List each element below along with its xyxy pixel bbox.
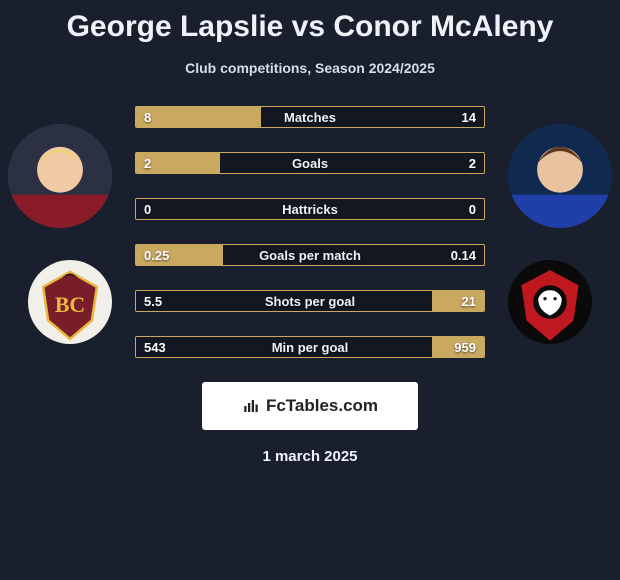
crest1-svg: BC: [28, 260, 112, 344]
stat-label: Shots per goal: [136, 291, 484, 311]
page-title: George Lapslie vs Conor McAleny: [0, 0, 620, 44]
subtitle: Club competitions, Season 2024/2025: [0, 60, 620, 76]
branding-badge: FcTables.com: [202, 382, 418, 430]
stat-bar: 0Hattricks0: [135, 198, 485, 220]
stat-value-right: 0: [469, 199, 476, 219]
branding-icon: [242, 397, 260, 415]
stat-value-right: 14: [462, 107, 476, 127]
player2-avatar-svg: [508, 124, 612, 228]
stat-value-right: 959: [454, 337, 476, 357]
player1-avatar-svg: [8, 124, 112, 228]
stat-label: Goals: [136, 153, 484, 173]
player2-club-crest: [508, 260, 592, 344]
player2-avatar: [508, 124, 612, 228]
player1-avatar: [8, 124, 112, 228]
branding-text: FcTables.com: [266, 396, 378, 416]
stat-bar: 2Goals2: [135, 152, 485, 174]
stats-bars: 8Matches14 2Goals2 0Hattricks0 0.25Goals pe…: [135, 106, 485, 358]
player1-club-crest: BC: [28, 260, 112, 344]
stat-value-right: 2: [469, 153, 476, 173]
stat-value-right: 0.14: [451, 245, 476, 265]
stat-label: Min per goal: [136, 337, 484, 357]
stat-bar: 543Min per goal959: [135, 336, 485, 358]
stat-bar: 0.25Goals per match0.14: [135, 244, 485, 266]
stat-label: Hattricks: [136, 199, 484, 219]
svg-text:BC: BC: [55, 293, 85, 317]
stat-bar: 8Matches14: [135, 106, 485, 128]
stat-value-right: 21: [462, 291, 476, 311]
crest2-svg: [508, 260, 592, 344]
stat-bar: 5.5Shots per goal21: [135, 290, 485, 312]
stat-label: Matches: [136, 107, 484, 127]
date-text: 1 march 2025: [0, 448, 620, 465]
stat-label: Goals per match: [136, 245, 484, 265]
